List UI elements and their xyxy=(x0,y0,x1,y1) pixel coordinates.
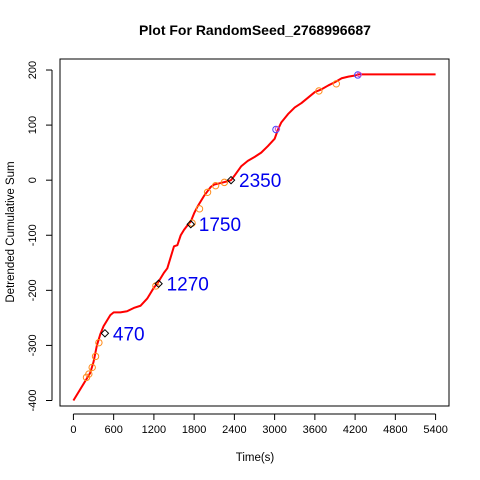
change-point-marker xyxy=(91,352,100,361)
peak-marker-inner xyxy=(274,126,281,132)
change-point-marker xyxy=(220,178,229,187)
y-tick-label: -300 xyxy=(27,334,39,356)
x-tick-label: 2400 xyxy=(222,424,246,436)
change-point-marker xyxy=(315,87,323,95)
annotation-label: 470 xyxy=(113,324,145,345)
x-tick-label: 3600 xyxy=(303,424,327,436)
x-tick-label: 3000 xyxy=(262,424,286,436)
y-tick-label: -400 xyxy=(27,389,39,411)
x-axis-label: Time(s) xyxy=(236,452,275,464)
change-point-marker xyxy=(88,363,96,372)
split-point-marker xyxy=(100,328,110,338)
plot-layer: 470 1270 1750 2350 xyxy=(72,71,436,402)
split-point-marker xyxy=(226,175,236,185)
split-point-marker xyxy=(186,219,196,229)
annotation-label: 1750 xyxy=(199,215,241,236)
x-tick-label: 4800 xyxy=(383,424,407,436)
y-tick-label: 200 xyxy=(27,61,39,79)
y-tick-label: -100 xyxy=(27,224,39,246)
x-tick-label: 0 xyxy=(70,424,76,436)
y-tick-label: -200 xyxy=(27,279,39,301)
annotation-label: 1270 xyxy=(167,275,209,296)
x-tick-label: 600 xyxy=(104,424,122,436)
change-point-marker xyxy=(85,370,93,378)
x-tick-label: 1800 xyxy=(182,424,206,436)
change-point-marker xyxy=(203,188,212,196)
chart-title: Plot For RandomSeed_2768996687 xyxy=(139,22,371,38)
change-point-marker xyxy=(332,80,341,88)
annotation-label: 2350 xyxy=(239,171,281,192)
plot-frame xyxy=(59,58,450,407)
x-tick-label: 4200 xyxy=(343,424,367,436)
y-axis: -400 -300 -200 -100 0 100 200 xyxy=(27,61,53,412)
x-tick-label: 5400 xyxy=(423,424,447,436)
change-point-marker xyxy=(195,205,204,213)
y-axis-label: Detrended Cumulative Sum xyxy=(5,161,17,302)
x-axis: 0 600 1200 1800 2400 3000 3600 4200 4800 5400 xyxy=(70,413,448,436)
y-tick-label: 0 xyxy=(27,177,39,183)
peak-marker-inner xyxy=(356,71,362,78)
y-tick-label: 100 xyxy=(27,116,39,134)
change-point-marker xyxy=(211,181,220,190)
series-line-0 xyxy=(72,73,436,402)
change-point-marker xyxy=(95,338,103,347)
x-tick-label: 1200 xyxy=(142,424,166,436)
split-point-marker xyxy=(154,279,163,289)
